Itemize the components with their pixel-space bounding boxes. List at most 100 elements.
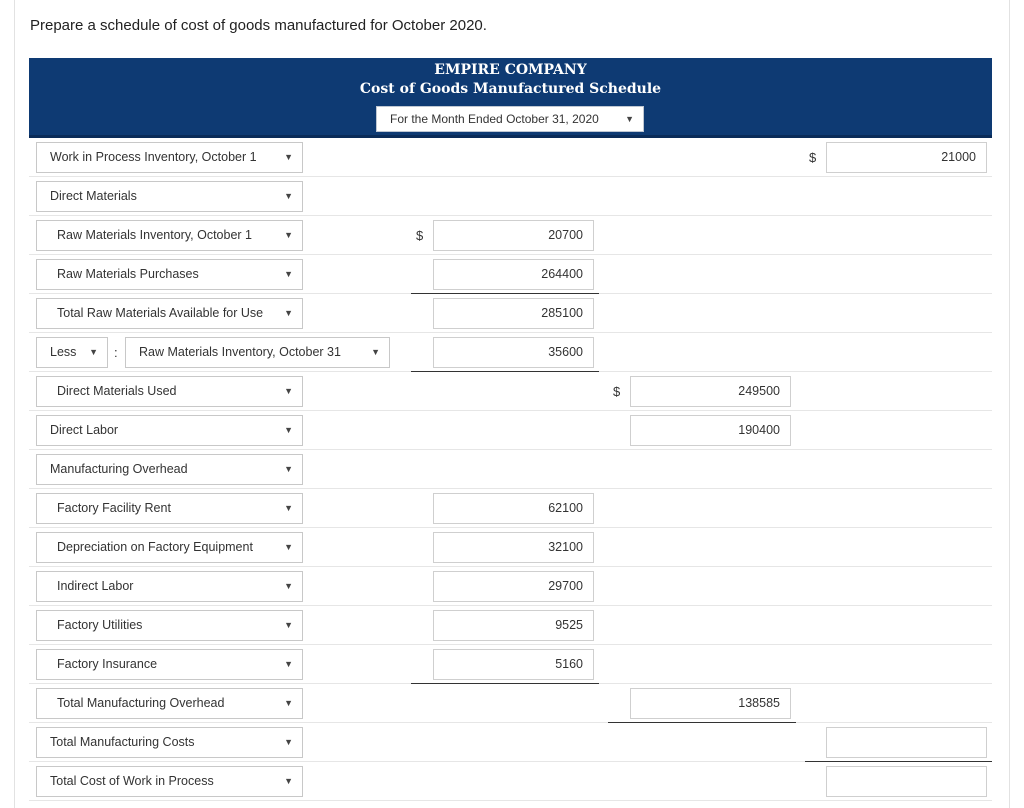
- line-item-select[interactable]: Manufacturing Overhead ▼: [36, 454, 303, 485]
- row-factory-rent: Factory Facility Rent ▼ 62100: [29, 489, 992, 528]
- company-name: EMPIRE COMPANY: [434, 62, 587, 78]
- chevron-down-icon: ▼: [284, 152, 293, 162]
- chevron-down-icon: ▼: [284, 542, 293, 552]
- schedule-title: Cost of Goods Manufactured Schedule: [359, 81, 662, 97]
- line-item-label: Total Raw Materials Available for Use: [57, 306, 264, 320]
- line-item-label: Depreciation on Factory Equipment: [57, 540, 253, 554]
- line-item-label: Manufacturing Overhead: [50, 462, 188, 476]
- chevron-down-icon: ▼: [89, 347, 98, 357]
- line-item-select[interactable]: Work in Process Inventory, October 1 ▼: [36, 142, 303, 173]
- chevron-down-icon: ▼: [284, 737, 293, 747]
- amount-input[interactable]: 138585: [630, 688, 791, 719]
- chevron-down-icon: ▼: [284, 581, 293, 591]
- amount-input[interactable]: 20700: [433, 220, 594, 251]
- amount-input[interactable]: 62100: [433, 493, 594, 524]
- amount-input[interactable]: 35600: [433, 337, 594, 368]
- line-item-select[interactable]: Direct Materials Used ▼: [36, 376, 303, 407]
- chevron-down-icon: ▼: [284, 659, 293, 669]
- row-direct-labor: Direct Labor ▼ 190400: [29, 411, 992, 450]
- chevron-down-icon: ▼: [284, 386, 293, 396]
- row-factory-utilities: Factory Utilities ▼ 9525: [29, 606, 992, 645]
- chevron-down-icon: ▼: [284, 776, 293, 786]
- row-raw-materials-ending: Less ▼ : Raw Materials Inventory, Octobe…: [29, 333, 992, 372]
- row-raw-materials-beginning: Raw Materials Inventory, October 1 ▼ $ 2…: [29, 216, 992, 255]
- colon-separator: :: [114, 345, 118, 360]
- line-item-select[interactable]: Direct Labor ▼: [36, 415, 303, 446]
- dollar-sign: $: [809, 150, 817, 165]
- line-item-select[interactable]: Factory Utilities ▼: [36, 610, 303, 641]
- line-item-label: Raw Materials Inventory, October 31: [139, 345, 341, 359]
- line-item-label: Total Cost of Work in Process: [50, 774, 214, 788]
- chevron-down-icon: ▼: [284, 620, 293, 630]
- line-item-select[interactable]: Indirect Labor ▼: [36, 571, 303, 602]
- line-item-select[interactable]: Depreciation on Factory Equipment ▼: [36, 532, 303, 563]
- line-item-select[interactable]: Factory Facility Rent ▼: [36, 493, 303, 524]
- row-direct-materials: Direct Materials ▼: [29, 177, 992, 216]
- line-item-select[interactable]: Raw Materials Purchases ▼: [36, 259, 303, 290]
- chevron-down-icon: ▼: [284, 698, 293, 708]
- period-select-value: For the Month Ended October 31, 2020: [390, 112, 599, 126]
- chevron-down-icon: ▼: [284, 308, 293, 318]
- dollar-sign: $: [613, 384, 621, 399]
- subtotal-underline: [411, 293, 599, 294]
- amount-input[interactable]: [826, 727, 987, 758]
- subtotal-underline: [608, 722, 796, 723]
- line-item-label: Factory Insurance: [57, 657, 158, 671]
- operator-select[interactable]: Less ▼: [36, 337, 108, 368]
- chevron-down-icon: ▼: [371, 347, 380, 357]
- row-raw-materials-available: Total Raw Materials Available for Use ▼ …: [29, 294, 992, 333]
- schedule-header: EMPIRE COMPANY Cost of Goods Manufacture…: [29, 58, 992, 138]
- chevron-down-icon: ▼: [625, 114, 634, 124]
- line-item-label: Total Manufacturing Overhead: [57, 696, 225, 710]
- line-item-label: Factory Utilities: [57, 618, 143, 632]
- chevron-down-icon: ▼: [284, 425, 293, 435]
- chevron-down-icon: ▼: [284, 503, 293, 513]
- line-item-label: Total Manufacturing Costs: [50, 735, 195, 749]
- row-total-overhead: Total Manufacturing Overhead ▼ 138585: [29, 684, 992, 723]
- line-item-select[interactable]: Factory Insurance ▼: [36, 649, 303, 680]
- subtotal-underline: [411, 371, 599, 372]
- amount-input[interactable]: 9525: [433, 610, 594, 641]
- line-item-label: Factory Facility Rent: [57, 501, 171, 515]
- subtotal-underline: [411, 683, 599, 684]
- operator-label: Less: [50, 345, 77, 359]
- chevron-down-icon: ▼: [284, 464, 293, 474]
- chevron-down-icon: ▼: [284, 269, 293, 279]
- line-item-select[interactable]: Total Manufacturing Costs ▼: [36, 727, 303, 758]
- amount-input[interactable]: 21000: [826, 142, 987, 173]
- row-total-manufacturing-costs: Total Manufacturing Costs ▼: [29, 723, 992, 762]
- amount-input[interactable]: 190400: [630, 415, 791, 446]
- dollar-sign: $: [416, 228, 424, 243]
- line-item-select[interactable]: Total Raw Materials Available for Use ▼: [36, 298, 303, 329]
- row-depreciation: Depreciation on Factory Equipment ▼ 3210…: [29, 528, 992, 567]
- period-select[interactable]: For the Month Ended October 31, 2020 ▼: [376, 106, 644, 132]
- row-indirect-labor: Indirect Labor ▼ 29700: [29, 567, 992, 606]
- amount-input[interactable]: 29700: [433, 571, 594, 602]
- row-raw-materials-purchases: Raw Materials Purchases ▼ 264400: [29, 255, 992, 294]
- amount-input[interactable]: 285100: [433, 298, 594, 329]
- line-item-select[interactable]: Raw Materials Inventory, October 31 ▼: [125, 337, 390, 368]
- row-factory-insurance: Factory Insurance ▼ 5160: [29, 645, 992, 684]
- line-item-label: Raw Materials Purchases: [57, 267, 199, 281]
- amount-input[interactable]: 5160: [433, 649, 594, 680]
- row-total-work-in-process: Total Cost of Work in Process ▼: [29, 762, 992, 801]
- chevron-down-icon: ▼: [284, 230, 293, 240]
- amount-input[interactable]: 32100: [433, 532, 594, 563]
- line-item-label: Indirect Labor: [57, 579, 134, 593]
- line-item-label: Direct Materials Used: [57, 384, 177, 398]
- line-item-select[interactable]: Raw Materials Inventory, October 1 ▼: [36, 220, 303, 251]
- line-item-label: Work in Process Inventory, October 1: [50, 150, 257, 164]
- row-wip-beginning: Work in Process Inventory, October 1 ▼ $…: [29, 138, 992, 177]
- line-item-select[interactable]: Total Manufacturing Overhead ▼: [36, 688, 303, 719]
- row-direct-materials-used: Direct Materials Used ▼ $ 249500: [29, 372, 992, 411]
- row-manufacturing-overhead: Manufacturing Overhead ▼: [29, 450, 992, 489]
- amount-input[interactable]: [826, 766, 987, 797]
- line-item-select[interactable]: Total Cost of Work in Process ▼: [36, 766, 303, 797]
- amount-input[interactable]: 264400: [433, 259, 594, 290]
- line-item-select[interactable]: Direct Materials ▼: [36, 181, 303, 212]
- line-item-label: Raw Materials Inventory, October 1: [57, 228, 252, 242]
- line-item-label: Direct Labor: [50, 423, 119, 437]
- amount-input[interactable]: 249500: [630, 376, 791, 407]
- line-item-label: Direct Materials: [50, 189, 137, 203]
- subtotal-underline: [805, 761, 992, 762]
